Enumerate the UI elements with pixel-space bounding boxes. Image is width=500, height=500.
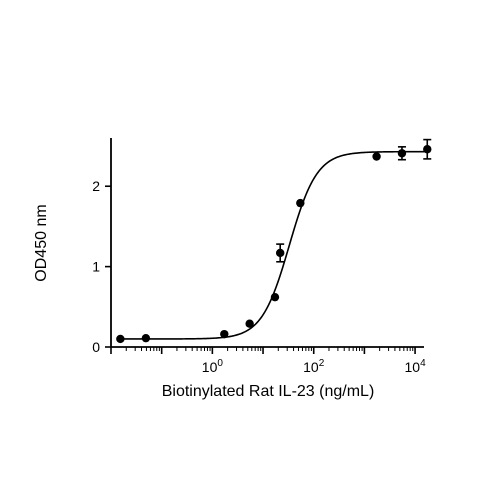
- x-axis-label: Biotinylated Rat IL-23 (ng/mL): [162, 383, 375, 400]
- x-tick-label: 102: [303, 358, 325, 375]
- y-tick-label: 2: [92, 178, 100, 194]
- data-point: [116, 334, 125, 344]
- data-point: [141, 333, 151, 343]
- data-point: [372, 152, 381, 161]
- data-point: [245, 319, 254, 328]
- x-axis-ticks: 100 102 104: [110, 347, 427, 375]
- data-point: [220, 329, 229, 339]
- data-points: [116, 138, 432, 344]
- data-point: [423, 145, 432, 154]
- data-point: [296, 198, 305, 208]
- data-point: [397, 149, 407, 158]
- x-tick-label: 104: [405, 358, 427, 375]
- axes: [110, 138, 424, 348]
- data-point: [270, 292, 280, 302]
- x-tick-label: 100: [202, 358, 224, 375]
- y-tick-label: 1: [92, 259, 100, 275]
- y-axis-label: OD450 nm: [33, 204, 50, 281]
- data-point: [275, 248, 285, 258]
- fit-curve: [120, 150, 428, 340]
- y-axis-ticks: 0 1 2: [92, 178, 111, 355]
- y-tick-label: 0: [92, 339, 100, 355]
